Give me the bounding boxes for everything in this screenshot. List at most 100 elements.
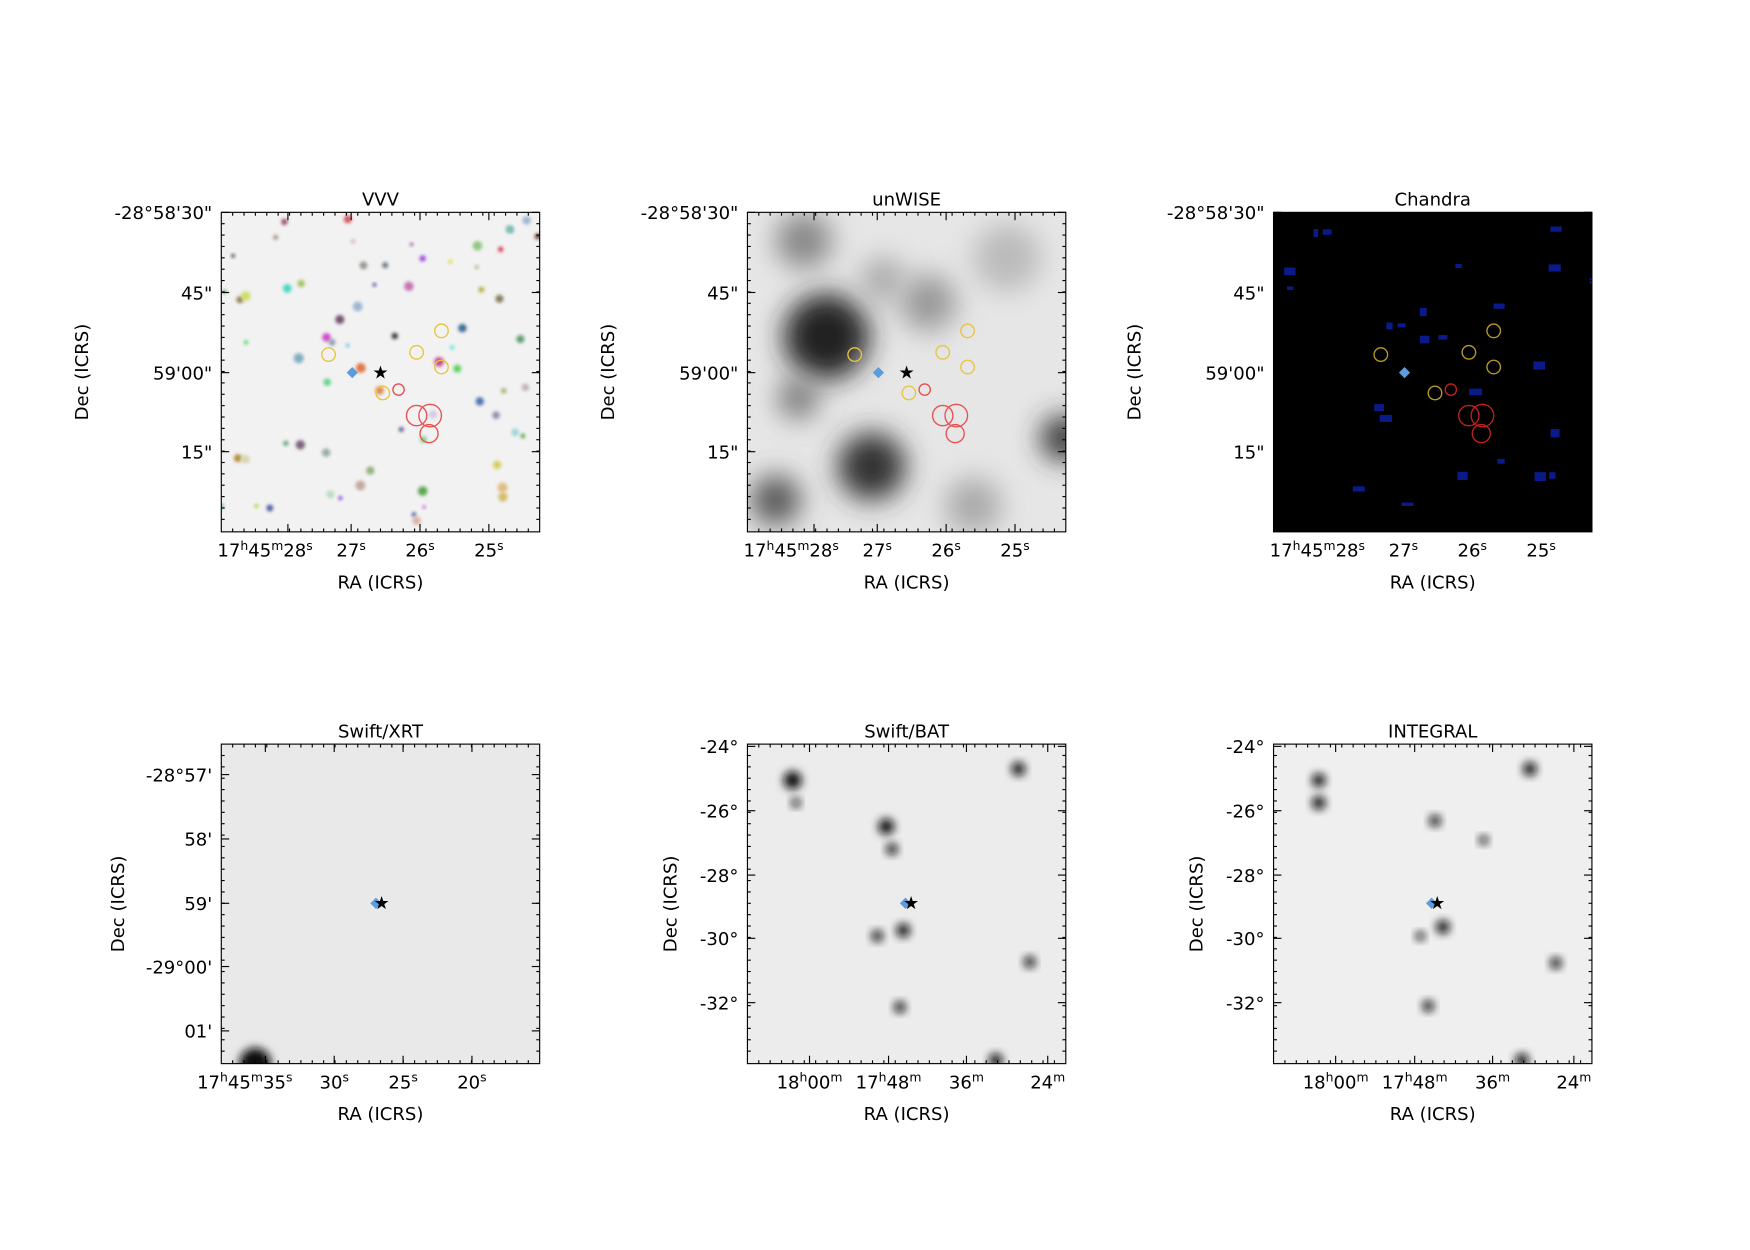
source [453,364,462,373]
catalog-circle [405,404,428,427]
source [355,480,366,491]
source [1422,1000,1434,1012]
source [497,246,504,253]
catalog-circle [944,403,969,428]
source [497,482,508,493]
source [878,818,895,835]
source [1436,920,1450,934]
source [295,440,306,450]
source [511,428,520,437]
source [989,1053,1003,1064]
target-marker [346,367,358,379]
catalog-circle [1373,347,1389,363]
y-tick-label: 45" [1233,283,1264,304]
source [1386,322,1393,330]
source [422,505,426,509]
panel: ★ INTEGRAL RA (ICRS) Dec (ICRS) 18h00m 17h48m… [1186,721,1593,1125]
source [1415,931,1425,941]
source [240,291,251,301]
source [871,930,883,942]
y-tick-label: -24° [1226,737,1265,758]
source [1550,226,1562,232]
source [417,486,428,496]
x-tick-label: 36m [949,1070,984,1094]
catalog-circle [321,347,336,363]
y-axis-label: Dec (ICRS) [1124,324,1145,421]
source [750,475,801,526]
sky-image: ★ [747,212,1066,532]
source [472,240,483,251]
y-tick-label: -28°57' [146,765,212,786]
y-tick-label: -28° [700,866,738,887]
source [1497,458,1505,464]
catalog-circle [1470,403,1495,428]
x-axis-label: RA (ICRS) [338,572,424,593]
source [411,512,417,517]
source [1493,303,1505,309]
x-tick-label: 30s [319,1070,348,1094]
source [1313,229,1319,238]
source [896,923,910,938]
y-tick-label: 45" [707,283,738,304]
y-tick-label: -32° [700,993,738,1014]
source [775,212,833,269]
x-axis-label: RA (ICRS) [338,1104,424,1125]
y-tick-label: -30° [700,929,738,950]
x-tick-label: 25s [1000,538,1029,562]
source [1533,361,1546,370]
source [338,495,343,501]
panel: ★ Chandra RA (ICRS) Dec (ICRS) 17h45m28s 27s 2… [1124,190,1593,593]
source [1550,429,1560,438]
y-tick-label: 45" [181,283,212,304]
y-tick-label: 15" [707,442,738,463]
source [1429,815,1441,827]
x-tick-label: 20s [457,1070,486,1094]
y-tick-label: -28°58'30" [641,203,739,224]
panel: ★ VVV RA (ICRS) Dec (ICRS) 17h45m28s 27s 26s 25… [72,190,541,593]
source [412,516,421,526]
x-tick-label: 17h48m [856,1070,922,1094]
y-tick-label: -30° [1226,929,1265,950]
source [352,301,363,312]
y-tick-label: 15" [1233,442,1264,463]
source [520,433,526,439]
x-tick-label: 27s [863,538,892,562]
source [434,357,444,367]
source [366,466,375,475]
source [478,286,485,293]
y-tick-label: 59'00" [153,363,212,384]
star-marker: ★ [374,893,390,914]
star-marker: ★ [1425,362,1441,383]
catalog-circle [918,383,932,396]
source [500,387,507,394]
source [1322,229,1332,235]
x-tick-label: 24m [1556,1070,1591,1094]
panel: ★ Swift/BAT RA (ICRS) Dec (ICRS) 18h00m 17h48… [660,721,1067,1125]
x-tick-label: 26s [405,538,434,562]
source [1469,388,1483,396]
y-tick-label: -26° [700,802,738,823]
catalog-circle [418,403,443,428]
y-tick-label: 59'00" [1205,363,1264,384]
catalog-circle [960,323,976,339]
catalog-circle [847,347,863,363]
source [297,279,305,288]
source [448,259,453,264]
source [240,454,250,464]
x-tick-label: 26s [931,538,960,562]
source [1515,1053,1529,1064]
catalog-circle [1486,359,1502,375]
source [272,234,279,240]
source [355,363,366,373]
source [860,257,906,303]
star-marker: ★ [903,893,919,914]
x-tick-label: 17h45m28s [744,538,839,562]
source [372,282,377,287]
catalog-circle [419,423,439,444]
catalog-circle [392,383,405,396]
panel-title: INTEGRAL [1388,721,1477,742]
x-tick-label: 24m [1030,1070,1065,1094]
catalog-circle [1471,423,1492,444]
catalog-circle [1458,404,1480,427]
